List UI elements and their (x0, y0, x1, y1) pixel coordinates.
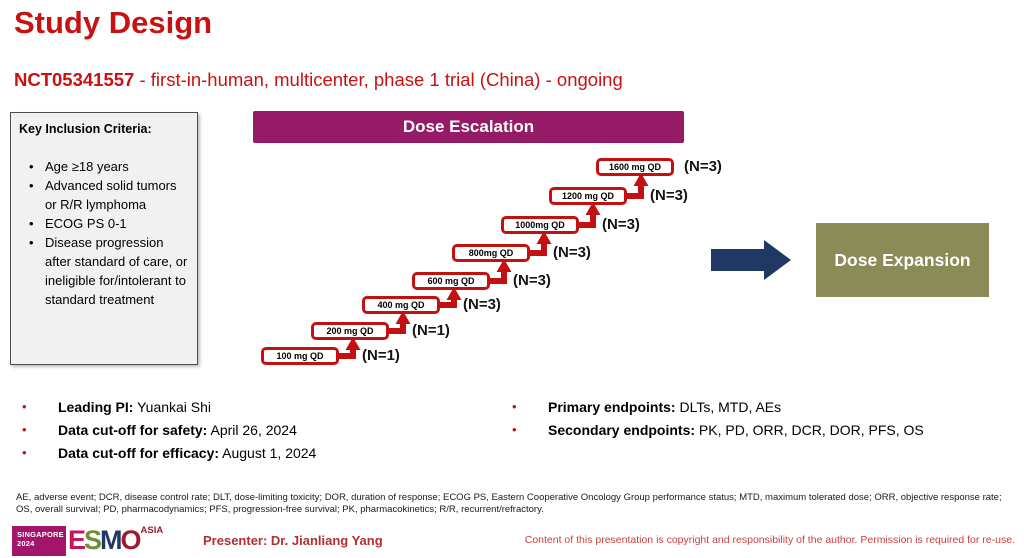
cohort-size-label: (N=3) (602, 216, 640, 233)
dose-box: 1600 mg QD (596, 158, 674, 176)
endpoint-value: DLTs, MTD, AEs (675, 398, 782, 415)
dose-step-arrow-icon (576, 202, 601, 228)
trial-subtitle: NCT05341557 - first-in-human, multicente… (14, 69, 623, 91)
endpoint-label: Secondary endpoints: (548, 421, 696, 438)
dose-box: 800mg QD (452, 244, 530, 262)
inclusion-criteria-title: Key Inclusion Criteria: (19, 122, 152, 136)
key-fact-text: Data cut-off for efficacy: August 1, 202… (58, 445, 316, 461)
bullet-icon: • (29, 216, 34, 231)
endpoint-text: Secondary endpoints: PK, PD, ORR, DCR, D… (548, 422, 924, 438)
dose-box: 600 mg QD (412, 272, 490, 290)
esmo-asia-logo: SINGAPORE 2024 ESMO ASIA (12, 526, 163, 556)
dose-step-arrow-icon (386, 311, 411, 334)
inclusion-criteria-text: Age ≥18 years (45, 159, 129, 174)
bullet-icon: • (29, 178, 34, 193)
bullet-icon: • (512, 422, 517, 437)
page-title: Study Design (14, 5, 213, 40)
inclusion-criteria-text: Disease progression after standard of ca… (45, 235, 188, 307)
key-fact-label: Data cut-off for efficacy: (58, 444, 220, 461)
presenter-credit: Presenter: Dr. Jianliang Yang (203, 533, 383, 548)
dose-step-arrow-icon (624, 173, 649, 199)
inclusion-criteria-text: ECOG PS 0-1 (45, 216, 127, 231)
esmo-logo-region: ASIA (140, 525, 164, 536)
key-fact-value: August 1, 2024 (219, 444, 317, 461)
inclusion-criteria-item: • Age ≥18 years (19, 157, 189, 176)
bullet-icon: • (22, 399, 27, 414)
dose-box: 400 mg QD (362, 296, 440, 314)
endpoint: • Primary endpoints: DLTs, MTD, AEs (512, 395, 924, 418)
key-fact-value: April 26, 2024 (207, 421, 297, 438)
esmo-letter: E (68, 525, 86, 555)
key-fact-label: Data cut-off for safety: (58, 421, 208, 438)
bullet-icon: • (29, 159, 34, 174)
dose-box: 1000mg QD (501, 216, 579, 234)
inclusion-criteria-text: Advanced solid tumors or R/R lymphoma (45, 178, 177, 212)
esmo-letter: M (100, 525, 122, 555)
esmo-logo-location: SINGAPORE 2024 (12, 526, 66, 556)
endpoint-label: Primary endpoints: (548, 398, 676, 415)
cohort-size-label: (N=1) (412, 322, 450, 339)
key-fact-label: Leading PI: (58, 398, 134, 415)
endpoint-text: Primary endpoints: DLTs, MTD, AEs (548, 399, 781, 415)
dose-step-arrow-icon (527, 231, 552, 256)
cohort-size-label: (N=3) (650, 187, 688, 204)
bullet-icon: • (22, 445, 27, 460)
logo-location-text: SINGAPORE (17, 530, 64, 539)
key-fact-text: Data cut-off for safety: April 26, 2024 (58, 422, 297, 438)
endpoints-list: • Primary endpoints: DLTs, MTD, AEs • Secon… (512, 395, 924, 441)
esmo-letter: S (84, 525, 102, 555)
key-fact: • Data cut-off for efficacy: August 1, 20… (22, 441, 316, 464)
dose-box: 1200 mg QD (549, 187, 627, 205)
endpoint-value: PK, PD, ORR, DCR, DOR, PFS, OS (695, 421, 924, 438)
key-fact: • Leading PI: Yuankai Shi (22, 395, 316, 418)
dose-step-arrow-icon (487, 259, 512, 284)
dose-box: 100 mg QD (261, 347, 339, 365)
dose-escalation-header: Dose Escalation (253, 111, 684, 143)
key-fact-value: Yuankai Shi (133, 398, 212, 415)
esmo-letter: O (120, 525, 142, 555)
inclusion-criteria-item: • Disease progression after standard of c… (19, 233, 189, 309)
bullet-icon: • (512, 399, 517, 414)
key-fact-text: Leading PI: Yuankai Shi (58, 399, 211, 415)
inclusion-criteria-item: • ECOG PS 0-1 (19, 214, 189, 233)
bullet-icon: • (22, 422, 27, 437)
cohort-size-label: (N=3) (553, 244, 591, 261)
cohort-size-label: (N=1) (362, 347, 400, 364)
bullet-icon: • (29, 235, 34, 250)
logo-year-text: 2024 (17, 539, 35, 548)
cohort-size-label: (N=3) (684, 158, 722, 175)
nct-number: NCT05341557 (14, 69, 135, 90)
key-fact: • Data cut-off for safety: April 26, 2024 (22, 418, 316, 441)
inclusion-criteria-list: • Age ≥18 years • Advanced solid tumors or … (19, 157, 189, 309)
endpoint: • Secondary endpoints: PK, PD, ORR, DCR, … (512, 418, 924, 441)
inclusion-criteria-item: • Advanced solid tumors or R/R lymphoma (19, 176, 189, 214)
dose-box: 200 mg QD (311, 322, 389, 340)
esmo-logo-letters: ESMO (68, 525, 142, 555)
copyright-notice: Content of this presentation is copyrigh… (524, 534, 1015, 546)
dose-flow-arrow-icon (711, 240, 791, 280)
inclusion-criteria-box: Key Inclusion Criteria: • Age ≥18 years • A… (10, 112, 198, 365)
key-facts-list: • Leading PI: Yuankai Shi • Data cut-off fo… (22, 395, 316, 464)
cohort-size-label: (N=3) (463, 296, 501, 313)
cohort-size-label: (N=3) (513, 272, 551, 289)
dose-expansion-box: Dose Expansion (816, 223, 989, 297)
trial-description: - first-in-human, multicenter, phase 1 t… (134, 69, 623, 90)
abbreviations-footnote: AE, adverse event; DCR, disease control … (16, 492, 1002, 515)
